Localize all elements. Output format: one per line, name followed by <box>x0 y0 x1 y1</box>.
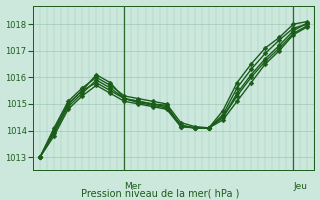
Text: Jeu: Jeu <box>293 182 307 191</box>
Text: Mer: Mer <box>124 182 141 191</box>
Text: Pression niveau de la mer( hPa ): Pression niveau de la mer( hPa ) <box>81 188 239 198</box>
